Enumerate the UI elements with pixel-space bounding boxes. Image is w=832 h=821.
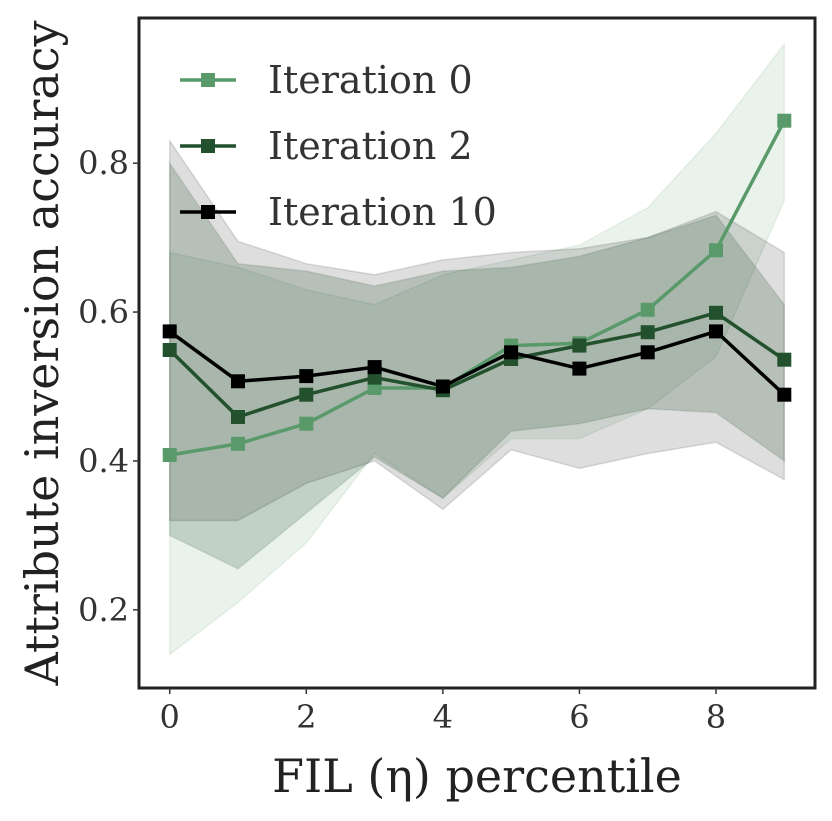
x-axis-label: FIL (η) percentile [272, 749, 682, 803]
x-tick-label: 6 [569, 698, 589, 736]
legend-marker-iteration-0 [201, 73, 215, 87]
marker-iteration-0-0 [162, 448, 177, 462]
marker-iteration-0-1 [231, 436, 245, 451]
confidence-bands [168, 41, 786, 657]
y-tick-label: 0.8 [78, 144, 129, 182]
band-iteration-0 [168, 41, 786, 657]
marker-iteration-10-6 [572, 361, 587, 376]
plot-frame [137, 16, 817, 690]
x-tick-label: 8 [706, 698, 726, 736]
legend-label-iteration-10: Iteration 10 [268, 190, 497, 234]
marker-iteration-2-0 [162, 343, 177, 357]
line-iteration-2 [168, 311, 786, 419]
marker-iteration-2-7 [640, 325, 655, 340]
marker-iteration-2-2 [299, 387, 314, 402]
marker-iteration-2-8 [709, 305, 723, 320]
marker-iteration-2-9 [777, 352, 792, 367]
y-tick-label: 0.6 [78, 293, 129, 331]
x-tick-label: 2 [296, 698, 316, 736]
series-markers [162, 113, 792, 462]
x-tick-label: 4 [433, 698, 453, 736]
marker-iteration-10-5 [504, 345, 519, 360]
marker-iteration-10-2 [299, 369, 314, 384]
series-lines [168, 119, 786, 457]
marker-iteration-10-0 [162, 324, 177, 339]
marker-iteration-10-1 [231, 374, 245, 389]
x-tick-label: 0 [160, 698, 180, 736]
marker-iteration-0-9 [777, 113, 792, 128]
marker-iteration-10-7 [640, 345, 655, 360]
x-axis-ticks: 0 2 4 6 8 [160, 688, 726, 736]
legend-marker-iteration-10 [201, 205, 215, 219]
legend: Iteration 0 Iteration 2 Iteration 10 [180, 58, 497, 234]
marker-iteration-0-2 [299, 416, 314, 431]
y-tick-label: 0.2 [78, 591, 129, 629]
band-iteration-10 [168, 138, 786, 522]
marker-iteration-2-1 [231, 410, 245, 424]
marker-iteration-10-8 [709, 324, 723, 339]
y-axis-label: Attribute inversion accuracy [15, 20, 69, 686]
marker-iteration-2-6 [572, 338, 587, 353]
marker-iteration-10-3 [367, 360, 382, 375]
y-axis-ticks: 0.2 0.4 0.6 0.8 [78, 144, 139, 629]
marker-iteration-10-9 [777, 387, 792, 402]
legend-label-iteration-2: Iteration 2 [268, 124, 473, 168]
marker-iteration-10-4 [435, 379, 450, 394]
legend-label-iteration-0: Iteration 0 [268, 58, 473, 102]
line-iteration-0 [169, 119, 786, 457]
marker-iteration-0-7 [640, 302, 655, 317]
marker-iteration-0-8 [709, 243, 723, 258]
line-iteration-10 [168, 329, 786, 396]
legend-marker-iteration-2 [201, 139, 215, 153]
y-tick-label: 0.4 [78, 442, 129, 480]
